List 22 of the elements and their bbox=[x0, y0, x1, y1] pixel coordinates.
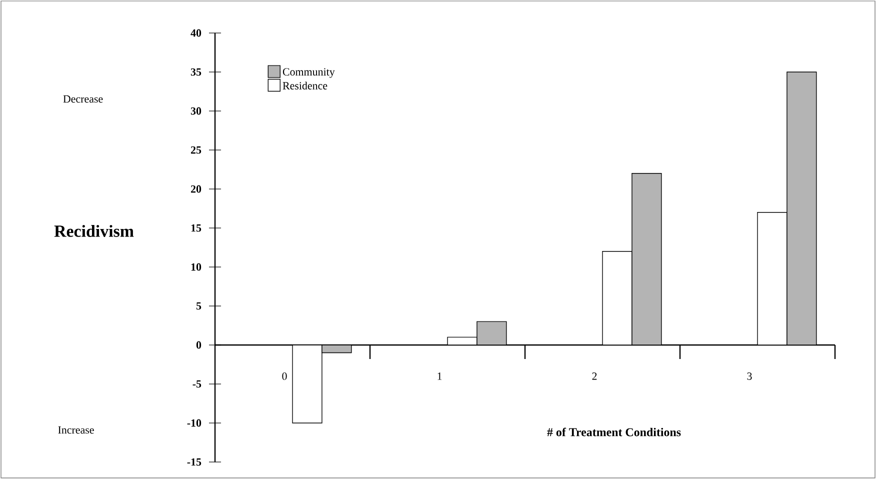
y-tick-label: 0 bbox=[196, 341, 202, 349]
text: Decrease bbox=[63, 95, 103, 103]
y-tick-label: 10 bbox=[191, 263, 202, 271]
y-tick-label: -10 bbox=[187, 419, 202, 427]
y-tick-label: 30 bbox=[190, 107, 202, 115]
x-tick-label: 1 bbox=[438, 372, 442, 380]
y-tick-label: -5 bbox=[192, 380, 202, 388]
legend-label: Residence bbox=[282, 82, 328, 90]
text: Increase bbox=[58, 426, 94, 434]
y-tick-label: 40 bbox=[190, 29, 202, 37]
x-tick-label: 2 bbox=[592, 372, 597, 380]
y-axis-title: Recidivism bbox=[54, 225, 134, 237]
x-tick-label: 0 bbox=[282, 372, 287, 380]
x-axis-title: # of Treatment Conditions bbox=[547, 428, 681, 436]
y-tick-label: -15 bbox=[187, 458, 202, 466]
y-tick-label: 25 bbox=[190, 146, 202, 154]
y-tick-label: 5 bbox=[196, 302, 202, 310]
y-tick-label: 20 bbox=[190, 185, 202, 193]
y-tick-label: 35 bbox=[190, 68, 202, 76]
legend-label: Community bbox=[282, 68, 335, 78]
x-tick-label: 3 bbox=[747, 372, 752, 380]
y-tick-label: 15 bbox=[191, 224, 202, 232]
